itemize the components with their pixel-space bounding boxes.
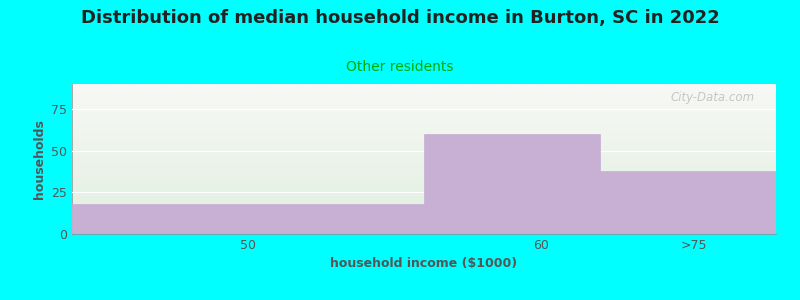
Bar [600, 171, 776, 234]
Y-axis label: households: households [33, 119, 46, 199]
X-axis label: household income ($1000): household income ($1000) [330, 257, 518, 270]
Text: Distribution of median household income in Burton, SC in 2022: Distribution of median household income … [81, 9, 719, 27]
Bar [72, 204, 424, 234]
Text: City-Data.com: City-Data.com [670, 92, 755, 104]
Text: Other residents: Other residents [346, 60, 454, 74]
Bar [424, 134, 600, 234]
